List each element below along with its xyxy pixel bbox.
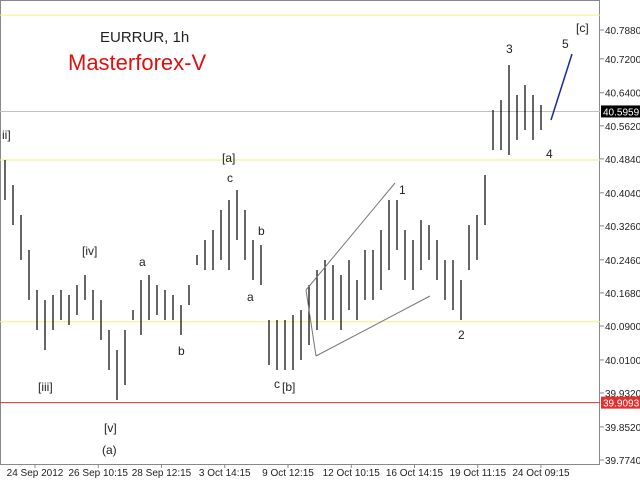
plot-frame [0, 0, 600, 465]
x-tick-label: 28 Sep 12:15 [132, 468, 192, 479]
y-tick-label: 40.7880 [605, 26, 640, 37]
wave-label: c [274, 377, 280, 391]
wave-label: [v] [104, 421, 117, 435]
x-tick-label: 19 Oct 11:15 [449, 468, 506, 479]
x-tick-label: 3 Oct 14:15 [199, 468, 251, 479]
trend-line [305, 289, 317, 357]
y-tick-label: 40.5620 [605, 122, 640, 133]
chart-subtitle: Masterforex-V [68, 50, 206, 75]
wave-label: [b] [282, 380, 295, 394]
y-tick-label: 40.7200 [605, 55, 640, 66]
y-tick-label: 40.4840 [605, 155, 640, 166]
y-tick-label: 39.8520 [605, 423, 640, 434]
wave-label: 1 [399, 183, 406, 197]
y-tick-label: 40.6400 [605, 89, 640, 100]
projection-line [550, 53, 573, 121]
wave-label: a [247, 290, 254, 304]
wave-label: [iii] [38, 380, 53, 394]
wave-label: 2 [458, 328, 465, 342]
wave-label: [c] [576, 21, 589, 35]
y-tick-label: 40.0100 [605, 356, 640, 367]
wave-label: [iv] [82, 244, 97, 258]
x-tick-label: 24 Sep 2012 [7, 468, 64, 479]
y-tick-label: 40.0900 [605, 322, 640, 333]
y-tick-label: 39.9320 [605, 389, 640, 400]
wave-label: 3 [506, 42, 513, 56]
y-tick-label: 40.3260 [605, 222, 640, 233]
wave-label: b [258, 224, 265, 238]
price-label-box [601, 396, 640, 409]
wave-label: c [227, 171, 233, 185]
x-tick-label: 16 Oct 14:15 [386, 468, 444, 479]
chart-title: EURRUR, 1h [100, 29, 189, 46]
x-tick-label: 9 Oct 12:15 [262, 468, 314, 479]
x-tick-label: 24 Oct 09:15 [512, 468, 570, 479]
x-tick-label: 26 Sep 10:15 [69, 468, 129, 479]
y-tick-label: 40.1680 [605, 289, 640, 300]
y-tick-label: 39.7740 [605, 456, 640, 467]
price-label: 40.5959 [603, 107, 640, 118]
x-tick-label: 12 Oct 10:15 [323, 468, 381, 479]
y-tick-label: 40.2460 [605, 256, 640, 267]
wave-label: a [139, 255, 146, 269]
wave-label: 4 [546, 147, 553, 161]
wave-label: [a] [222, 151, 235, 165]
wave-label: ii] [2, 128, 11, 142]
y-tick-label: 40.4040 [605, 189, 640, 200]
trend-line [305, 182, 396, 291]
wave-label: b [178, 344, 185, 358]
wave-label: (a) [102, 443, 117, 457]
price-label-box [601, 105, 640, 118]
price-label: 39.9093 [603, 399, 640, 410]
wave-label: 5 [562, 37, 569, 51]
trend-line [315, 295, 431, 357]
